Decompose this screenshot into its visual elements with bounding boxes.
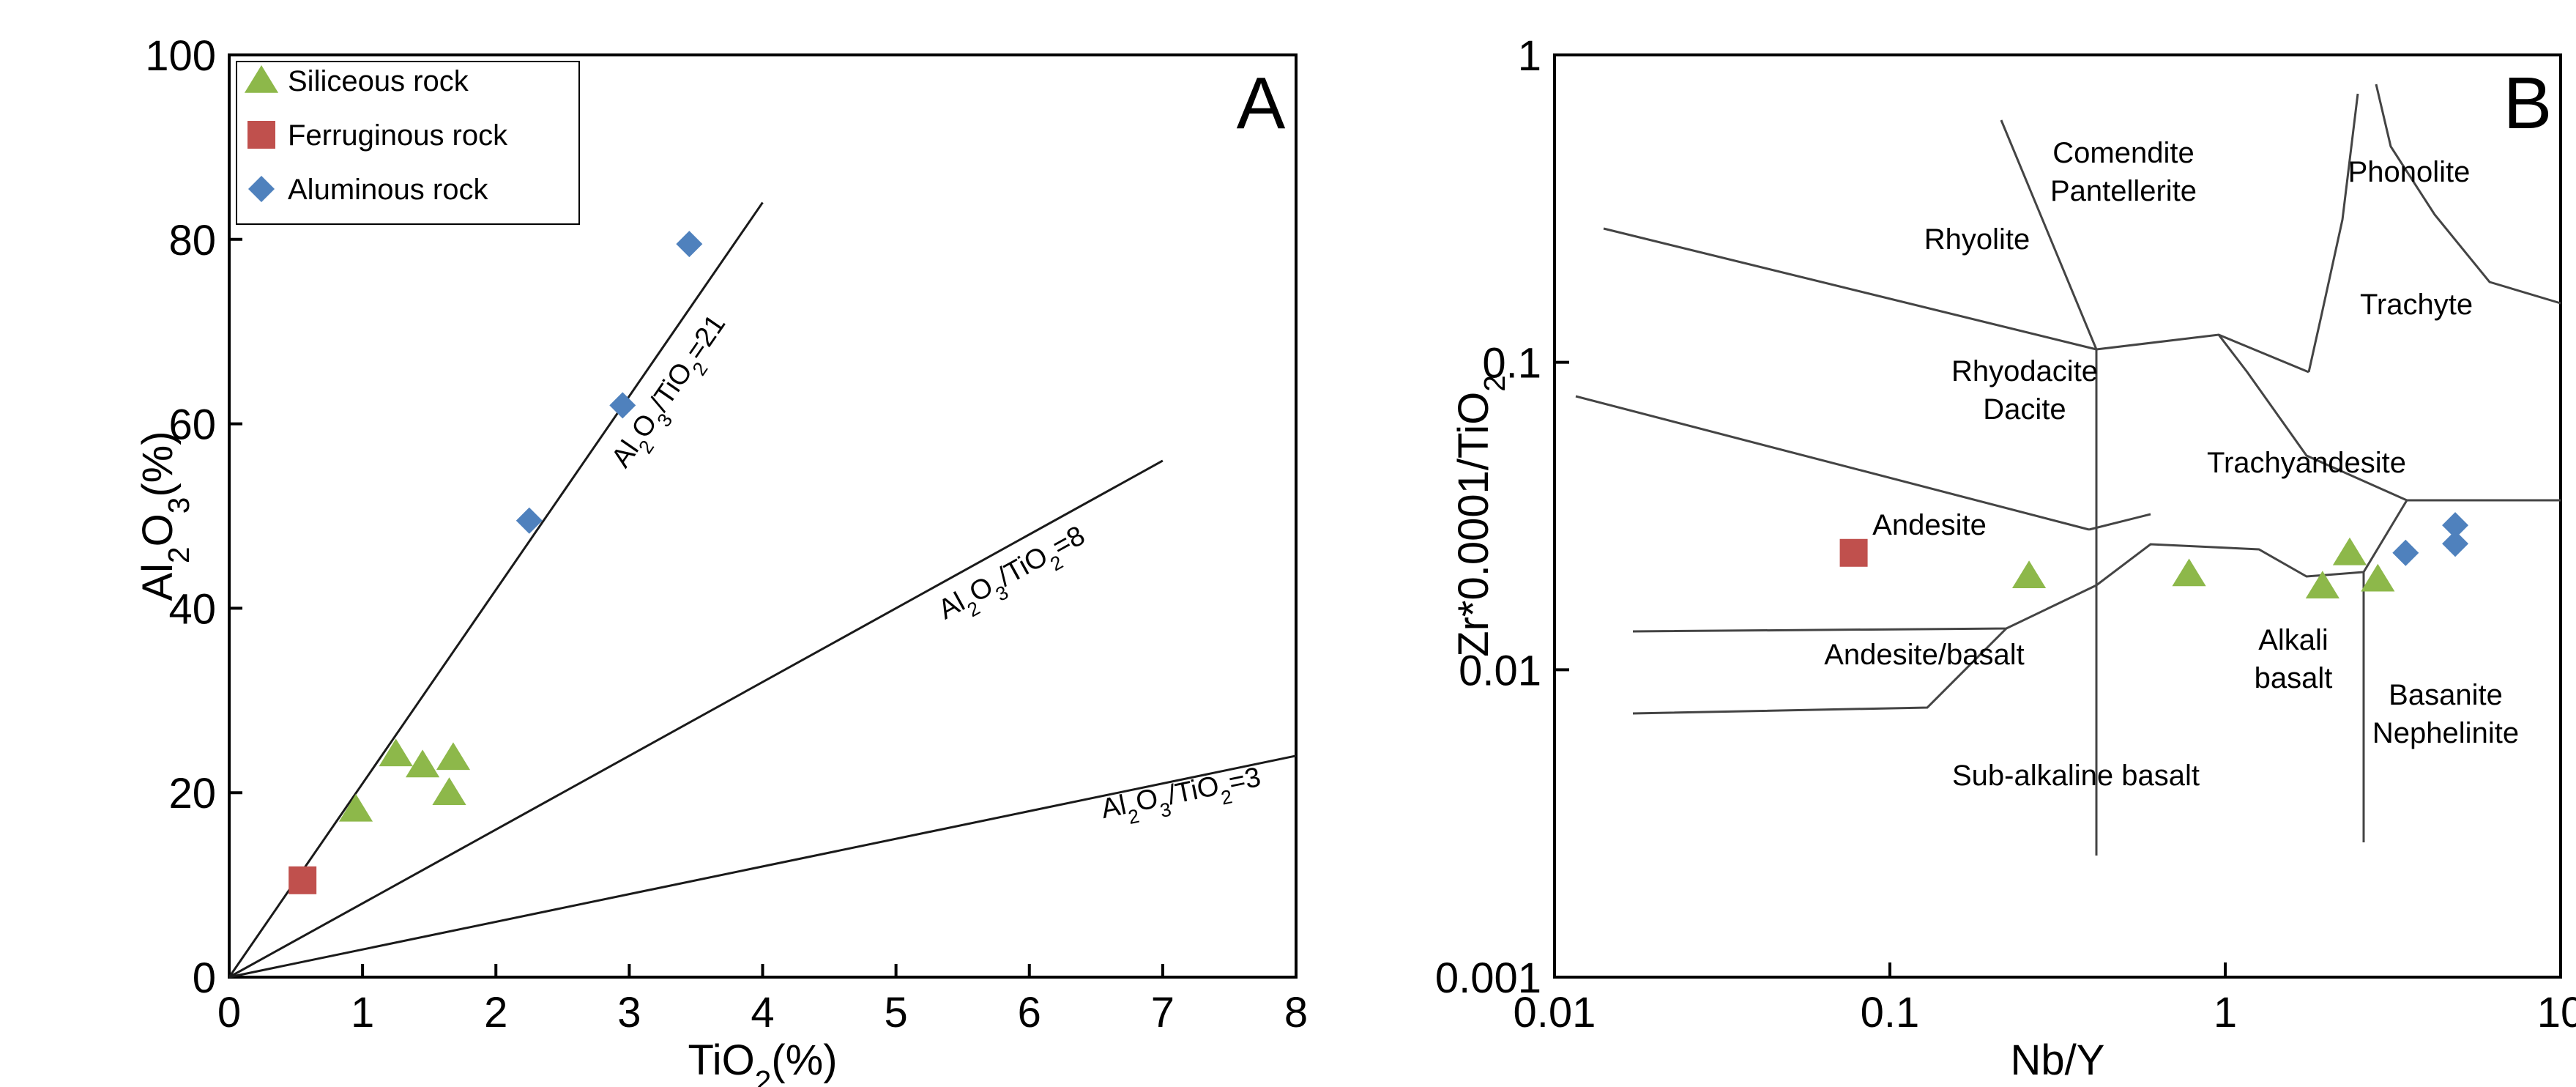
y-tick-label: 20	[168, 770, 216, 817]
data-point	[2392, 539, 2419, 566]
ratio-line	[228, 459, 1164, 979]
field-label: Rhyolite	[1924, 223, 2030, 256]
field-boundary	[1575, 395, 2090, 531]
field-boundary	[1632, 584, 2097, 633]
data-point	[2361, 563, 2395, 592]
legend-marker	[247, 121, 275, 149]
data-point	[289, 866, 317, 894]
legend-marker	[248, 176, 275, 202]
x-tick-label: 3	[617, 989, 641, 1036]
x-tick-label: 1	[2214, 989, 2237, 1036]
field-label: Basanite	[2389, 679, 2503, 711]
data-point	[2305, 571, 2339, 599]
panel-letter: A	[1237, 62, 1286, 144]
legend-label: Ferruginous rock	[288, 119, 508, 152]
y-tick-label: 100	[145, 32, 216, 80]
data-point	[436, 742, 471, 771]
data-point	[2332, 537, 2367, 565]
y-tick-label: 60	[168, 401, 216, 449]
data-point	[2172, 558, 2206, 587]
data-point	[676, 231, 703, 258]
x-tick-label: 0.01	[1514, 989, 1596, 1036]
field-label: Dacite	[1983, 393, 2066, 426]
ratio-line	[228, 754, 1297, 979]
field-label: Comendite	[2052, 137, 2194, 169]
plot-frame	[1553, 53, 2562, 979]
field-label: Phonolite	[2348, 156, 2471, 188]
data-point	[2442, 512, 2469, 539]
field-boundary	[1632, 627, 2008, 715]
y-tick-label: 0	[193, 954, 216, 1002]
data-point	[432, 777, 466, 805]
x-tick-label: 4	[751, 989, 774, 1036]
y-axis-title: Al2O3(%)	[134, 431, 196, 601]
y-tick-label: 0.1	[1482, 340, 1541, 387]
field-boundary	[2307, 93, 2359, 373]
field-boundary	[2217, 334, 2408, 502]
data-point	[2442, 530, 2469, 557]
ratio-label: Al2O3/TiO2=3	[1098, 762, 1265, 834]
y-tick-label: 0.001	[1435, 954, 1541, 1002]
field-boundary	[1603, 227, 2097, 351]
x-tick-label: 7	[1151, 989, 1175, 1036]
x-tick-label: 1	[351, 989, 374, 1036]
x-axis-title: TiO2(%)	[688, 1036, 837, 1087]
field-boundary	[2375, 84, 2561, 305]
ratio-line	[228, 201, 764, 978]
field-label: Trachyandesite	[2207, 447, 2406, 479]
data-point	[609, 392, 636, 419]
legend-label: Aluminous rock	[288, 174, 488, 206]
y-tick-label: 80	[168, 217, 216, 264]
legend-box	[236, 61, 580, 225]
data-point	[2011, 560, 2047, 588]
y-tick-label: 1	[1518, 32, 1541, 80]
data-point	[338, 793, 373, 822]
x-tick-label: 5	[884, 989, 907, 1036]
x-tick-label: 10	[2537, 989, 2576, 1036]
legend: Siliceous rock Ferruginous rock Aluminous …	[236, 61, 580, 225]
field-label: Rhyodacite	[1951, 355, 2098, 387]
x-tick-label: 8	[1284, 989, 1308, 1036]
y-tick-label: 40	[168, 585, 216, 633]
ratio-label: Al2O3/TiO2=8	[934, 520, 1095, 633]
panel-letter: B	[2504, 62, 2553, 144]
legend-label: Siliceous rock	[288, 65, 469, 97]
data-point	[379, 738, 413, 767]
x-tick-label: 6	[1018, 989, 1041, 1036]
field-label: basalt	[2255, 662, 2333, 694]
field-boundary	[2096, 500, 2408, 587]
field-label: Trachyte	[2360, 289, 2473, 321]
y-axis-title: Zr*0.0001/TiO2	[1450, 375, 1511, 657]
x-tick-label: 0	[217, 989, 241, 1036]
field-boundary	[2088, 513, 2151, 531]
field-label: Pantellerite	[2050, 175, 2197, 207]
field-label: Alkali	[2258, 624, 2329, 656]
field-label: Sub-alkaline basalt	[1952, 760, 2200, 792]
data-point	[515, 507, 543, 534]
field-label: Andesite/basalt	[1824, 639, 2025, 671]
legend-marker	[244, 65, 279, 93]
data-point	[405, 749, 440, 778]
field-label: Nephelinite	[2372, 717, 2519, 749]
x-axis-title: Nb/Y	[2011, 1036, 2105, 1084]
field-boundary	[2000, 119, 2309, 374]
field-label: Andesite	[1872, 509, 1987, 541]
x-tick-label: 0.1	[1861, 989, 1920, 1036]
data-point	[1839, 538, 1868, 567]
panel-b: 0.01 0.1 1 100.0010.010.11Nb/YZr*0.0001/TiO…	[1435, 32, 2576, 1084]
x-tick-label: 2	[484, 989, 507, 1036]
y-tick-label: 0.01	[1459, 647, 1541, 694]
